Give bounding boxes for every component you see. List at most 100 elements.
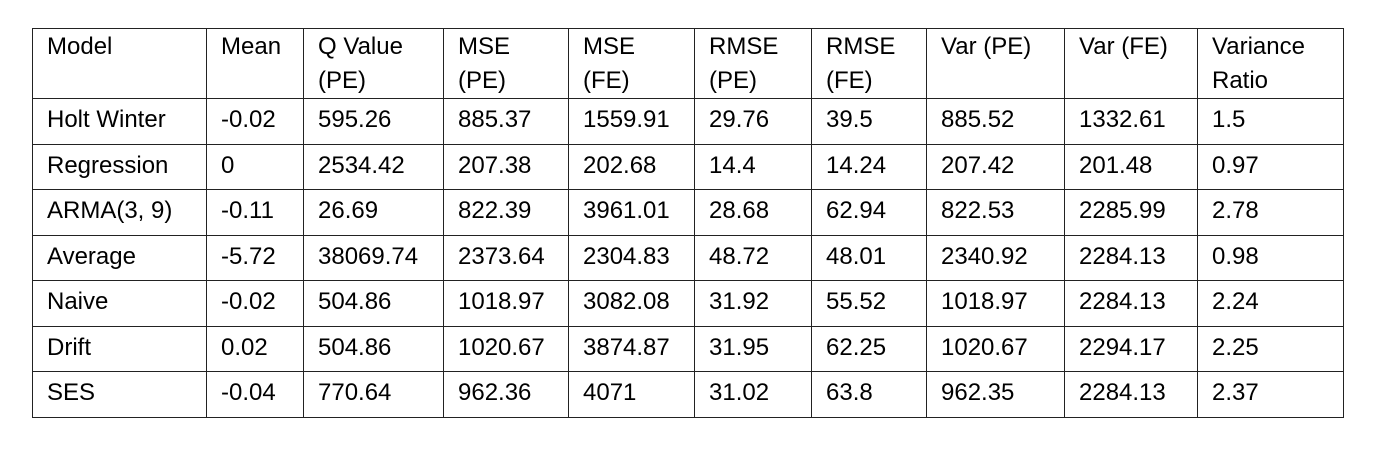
column-header: MSE (FE) — [568, 28, 695, 99]
metric-value-cell: 63.8 — [811, 371, 927, 418]
metric-value-cell: 2284.13 — [1064, 234, 1198, 281]
column-header: Q Value (PE) — [303, 28, 444, 99]
column-header-text: MSE — [583, 33, 636, 60]
column-header-text: (PE) — [318, 67, 366, 94]
column-header: RMSE (PE) — [694, 28, 812, 99]
metric-value-cell: 3961.01 — [568, 189, 695, 236]
metric-value-cell: 26.69 — [303, 189, 444, 236]
metric-value-cell: 55.52 — [811, 280, 927, 327]
table-row: Regression 0 2534.42 207.38 202.68 14.4 14.24 2… — [32, 143, 1344, 190]
model-name-cell: Naive — [32, 280, 207, 327]
metric-value-cell: 29.76 — [694, 98, 812, 145]
column-header-text: Q Value — [318, 33, 403, 60]
metric-value-cell: 3874.87 — [568, 325, 695, 372]
metric-value-cell: 504.86 — [303, 280, 444, 327]
metric-value-cell: 62.94 — [811, 189, 927, 236]
column-header-text: (PE) — [458, 67, 506, 94]
column-header-text: MSE — [458, 33, 511, 60]
metric-value-cell: 62.25 — [811, 325, 927, 372]
column-header: MSE (PE) — [443, 28, 569, 99]
metric-value-cell: 207.38 — [443, 143, 569, 190]
metric-value-cell: 2304.83 — [568, 234, 695, 281]
column-header-text: (PE) — [709, 67, 757, 94]
model-name-cell: SES — [32, 371, 207, 418]
metric-value-cell: 2534.42 — [303, 143, 444, 190]
metric-value-cell: 822.53 — [926, 189, 1065, 236]
metric-value-cell: 202.68 — [568, 143, 695, 190]
table-row: Drift 0.02 504.86 1020.67 3874.87 31.95 62.25 1… — [32, 325, 1344, 372]
metric-value-cell: 31.92 — [694, 280, 812, 327]
table-row: Naive -0.02 504.86 1018.97 3082.08 31.92 55.52… — [32, 280, 1344, 327]
metric-value-cell: 31.02 — [694, 371, 812, 418]
metric-value-cell: 822.39 — [443, 189, 569, 236]
metric-value-cell: 2284.13 — [1064, 280, 1198, 327]
metric-value-cell: -0.11 — [206, 189, 304, 236]
column-header-text: Ratio — [1212, 67, 1269, 94]
model-name-cell: Holt Winter — [32, 98, 207, 145]
column-header: Variance Ratio — [1197, 28, 1344, 99]
metric-value-cell: 0.98 — [1197, 234, 1344, 281]
column-header: Model — [32, 28, 207, 99]
metric-value-cell: 595.26 — [303, 98, 444, 145]
metric-value-cell: 962.36 — [443, 371, 569, 418]
table-row: SES -0.04 770.64 962.36 4071 31.02 63.8 962.35 2… — [32, 371, 1344, 418]
metric-value-cell: 2.24 — [1197, 280, 1344, 327]
forecast-metrics-table-container: Model Mean Q Value (PE) MSE (PE) MSE (FE) RMSE (P… — [32, 28, 1344, 418]
metric-value-cell: 207.42 — [926, 143, 1065, 190]
table-row: ARMA(3, 9) -0.11 26.69 822.39 3961.01 28.68 62… — [32, 189, 1344, 236]
metric-value-cell: 504.86 — [303, 325, 444, 372]
metric-value-cell: 201.48 — [1064, 143, 1198, 190]
metric-value-cell: 14.24 — [811, 143, 927, 190]
model-name-cell: Drift — [32, 325, 207, 372]
metric-value-cell: 885.52 — [926, 98, 1065, 145]
model-name-cell: Regression — [32, 143, 207, 190]
metric-value-cell: 39.5 — [811, 98, 927, 145]
model-name-cell: Average — [32, 234, 207, 281]
metric-value-cell: 2285.99 — [1064, 189, 1198, 236]
metric-value-cell: 2.25 — [1197, 325, 1344, 372]
metric-value-cell: -0.04 — [206, 371, 304, 418]
metric-value-cell: 4071 — [568, 371, 695, 418]
column-header: Var (PE) — [926, 28, 1065, 99]
column-header-text: RMSE — [709, 33, 779, 60]
metric-value-cell: 2340.92 — [926, 234, 1065, 281]
column-header-text: Mean — [221, 33, 282, 60]
metric-value-cell: -5.72 — [206, 234, 304, 281]
metric-value-cell: 1018.97 — [443, 280, 569, 327]
metric-value-cell: 2373.64 — [443, 234, 569, 281]
metric-value-cell: 28.68 — [694, 189, 812, 236]
metric-value-cell: 48.01 — [811, 234, 927, 281]
metric-value-cell: 2.37 — [1197, 371, 1344, 418]
metric-value-cell: 0 — [206, 143, 304, 190]
table-body: Holt Winter -0.02 595.26 885.37 1559.91 29.76… — [32, 98, 1344, 418]
column-header-text: Variance — [1212, 33, 1305, 60]
column-header-text: RMSE — [826, 33, 896, 60]
metric-value-cell: 14.4 — [694, 143, 812, 190]
model-name-cell: ARMA(3, 9) — [32, 189, 207, 236]
metric-value-cell: 770.64 — [303, 371, 444, 418]
metric-value-cell: 2284.13 — [1064, 371, 1198, 418]
column-header: Mean — [206, 28, 304, 99]
column-header-text: (FE) — [826, 67, 873, 94]
metric-value-cell: 0.97 — [1197, 143, 1344, 190]
metric-value-cell: 1020.67 — [926, 325, 1065, 372]
metric-value-cell: 0.02 — [206, 325, 304, 372]
metric-value-cell: -0.02 — [206, 98, 304, 145]
column-header-text: (FE) — [583, 67, 630, 94]
metric-value-cell: 31.95 — [694, 325, 812, 372]
column-header: RMSE (FE) — [811, 28, 927, 99]
table-header-row: Model Mean Q Value (PE) MSE (PE) MSE (FE) RMSE (P… — [32, 28, 1344, 99]
metric-value-cell: 48.72 — [694, 234, 812, 281]
column-header: Var (FE) — [1064, 28, 1198, 99]
metric-value-cell: 962.35 — [926, 371, 1065, 418]
column-header-text: Var (FE) — [1079, 33, 1168, 60]
metric-value-cell: 38069.74 — [303, 234, 444, 281]
table-row: Average -5.72 38069.74 2373.64 2304.83 48.72 4… — [32, 234, 1344, 281]
metric-value-cell: 1559.91 — [568, 98, 695, 145]
metric-value-cell: 1020.67 — [443, 325, 569, 372]
metric-value-cell: 885.37 — [443, 98, 569, 145]
metric-value-cell: 1.5 — [1197, 98, 1344, 145]
metric-value-cell: 1332.61 — [1064, 98, 1198, 145]
metric-value-cell: 3082.08 — [568, 280, 695, 327]
column-header-text: Var (PE) — [941, 33, 1032, 60]
